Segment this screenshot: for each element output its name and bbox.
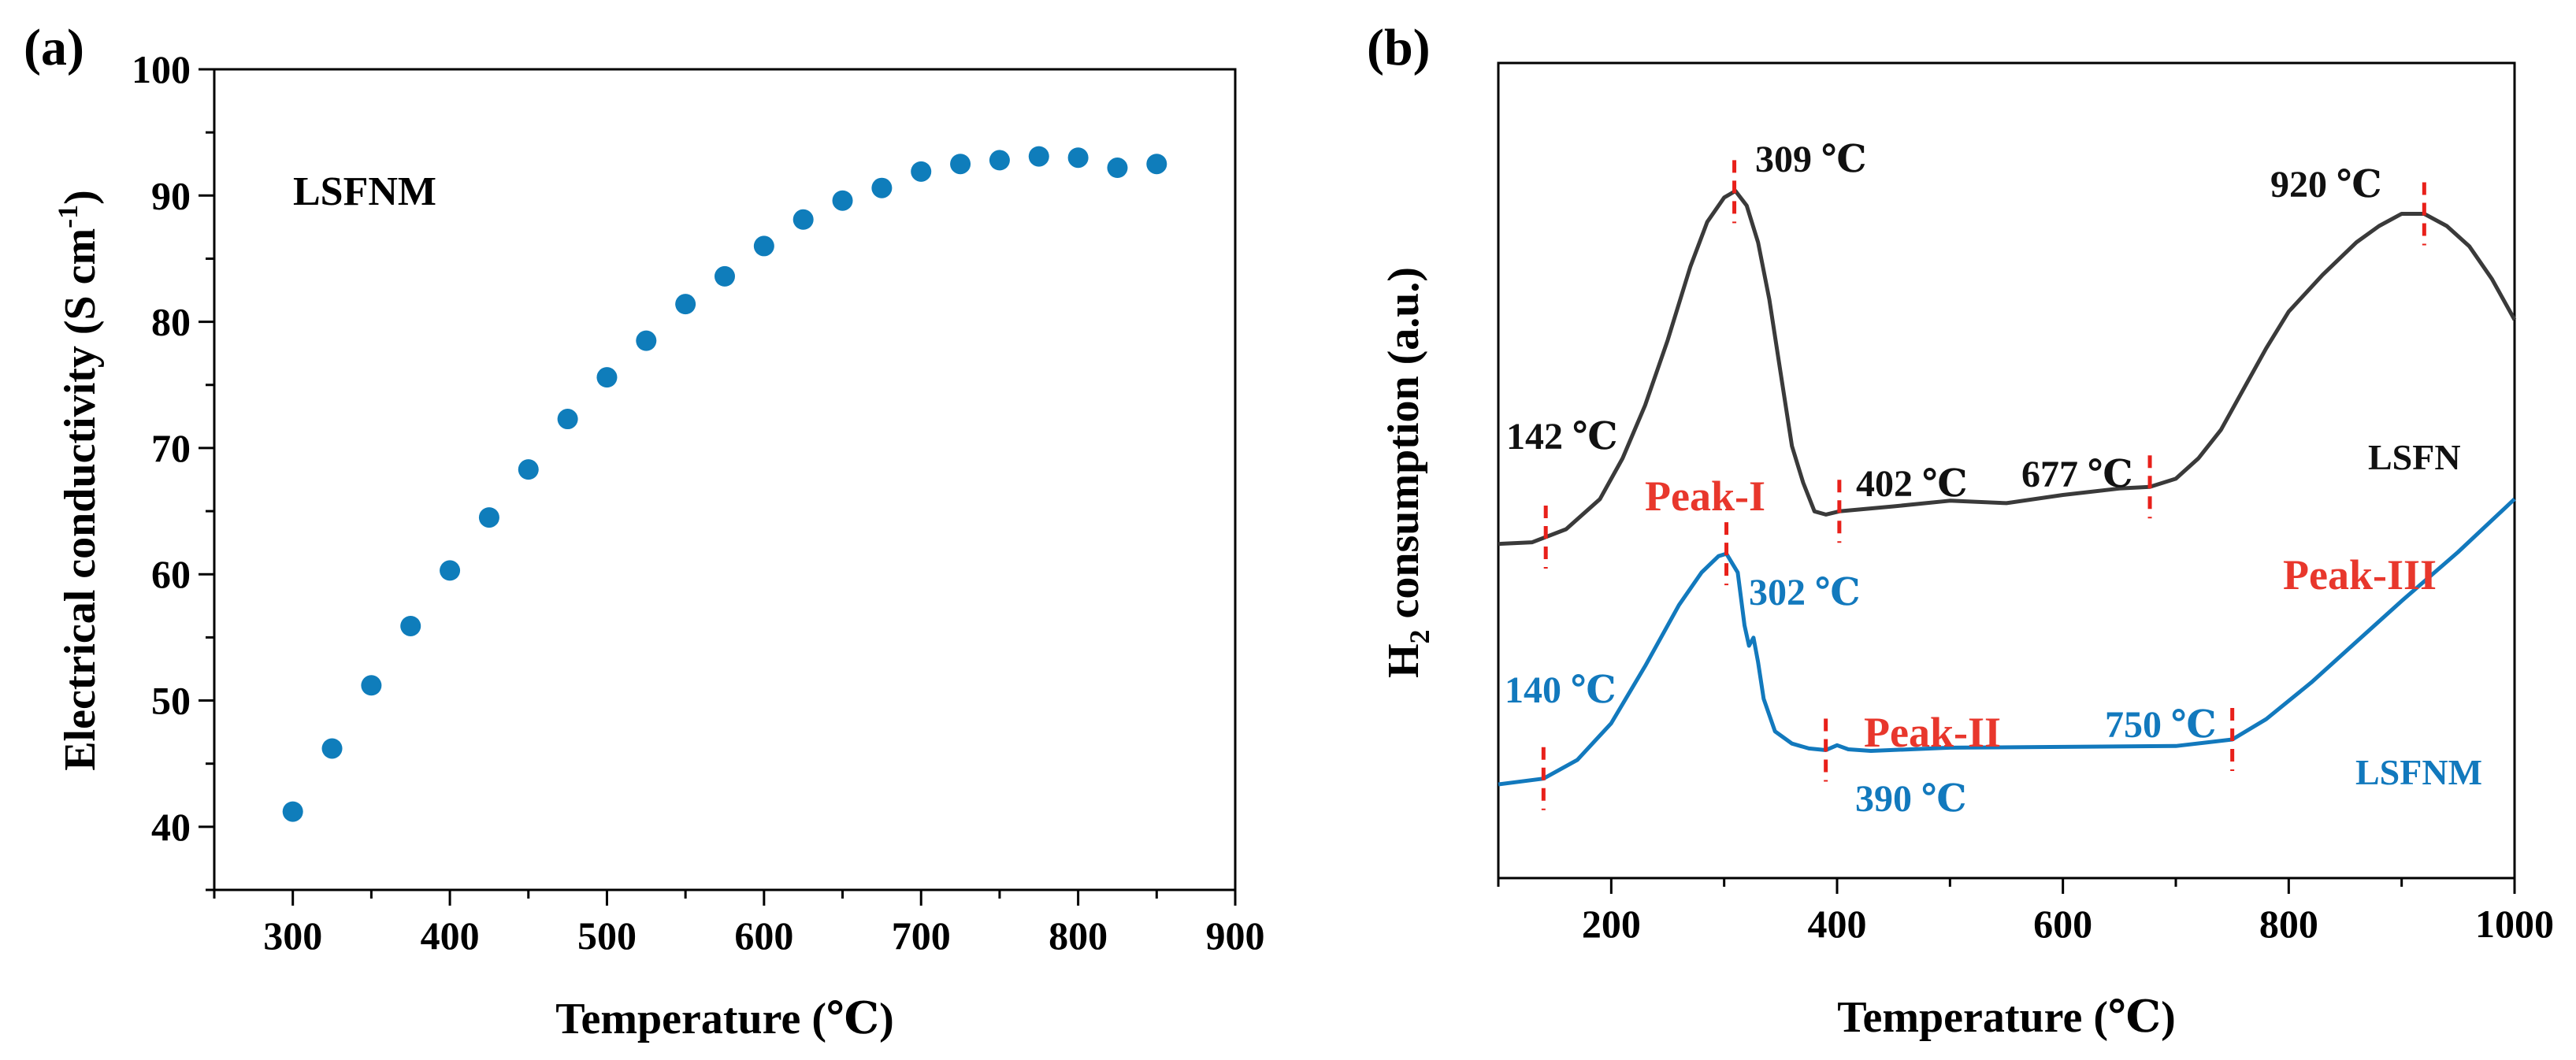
a-data-point [518, 459, 539, 480]
b-x-tick-label: 200 [1582, 902, 1641, 946]
lsfnm-curve [1498, 497, 2516, 787]
panel-a-y-axis-title-sup: -1 [52, 205, 84, 228]
panel-a-data-points [282, 146, 1167, 822]
a-y-tick-label: 100 [132, 47, 191, 91]
panel-a-y-ticks: 40 50 60 70 80 90 100 [132, 47, 214, 891]
a-data-point [753, 235, 774, 257]
panel-b-y-axis-title: H2 consumption (a.u.) [1379, 267, 1435, 678]
panel-b-x-axis-title: Temperature (℃) [1837, 993, 2175, 1042]
a-x-tick-label: 600 [734, 914, 793, 958]
panel-a-x-ticks: 300 400 500 600 700 800 900 [213, 890, 1265, 958]
a-y-tick-label: 40 [151, 805, 191, 849]
panel-a-sample-label: LSFNM [293, 169, 436, 214]
a-data-point [1107, 158, 1128, 179]
b-x-tick-label: 600 [2033, 902, 2092, 946]
a-data-point [361, 675, 382, 696]
panel-a-plot-frame [213, 68, 1237, 891]
lsfn-peak1-label: 309 ℃ [1755, 139, 1867, 180]
lsfnm-onset-label: 140 ℃ [1505, 669, 1616, 711]
a-data-point [675, 294, 696, 315]
a-y-tick-label: 60 [151, 552, 191, 596]
panel-a-y-axis-title-end: ) [56, 190, 105, 205]
a-y-tick-label: 50 [151, 679, 191, 723]
panel-b-dashed-markers [1541, 160, 2426, 810]
a-x-tick-label: 500 [577, 914, 637, 958]
b-x-tick-label: 400 [1808, 902, 1867, 946]
lsfnm-peak1-label: 302 ℃ [1749, 572, 1861, 613]
a-data-point [950, 154, 971, 175]
peak-iii-label: Peak-III [2283, 551, 2437, 599]
panel-b-plot-frame [1497, 61, 2516, 880]
lsfn-peak3-label: 920 ℃ [2270, 164, 2382, 206]
lsfnm-peak3-onset-label: 750 ℃ [2105, 704, 2217, 746]
a-x-tick-label: 700 [892, 914, 951, 958]
panel-a-x-axis-title: Temperature (℃) [555, 995, 893, 1043]
panel-b-y-axis-title-rest: consumption (a.u.) [1379, 267, 1428, 630]
a-x-tick-label: 900 [1206, 914, 1265, 958]
panel-a-y-axis-title-main: Electrical conductivity (S cm [56, 228, 105, 771]
a-data-point [478, 507, 499, 528]
panel-b-y-axis-title-sub: 2 [1404, 629, 1435, 643]
a-y-tick-label: 90 [151, 173, 191, 217]
panel-b-y-axis-title-h: H [1379, 643, 1428, 678]
lsfn-peak1-end-label: 402 ℃ [1856, 463, 1968, 505]
a-data-point [440, 560, 461, 581]
a-data-point [596, 367, 618, 388]
lsfnm-peak2-label: 390 ℃ [1855, 778, 1967, 820]
peak-ii-label: Peak-II [1864, 709, 2001, 756]
lsfn-series-label: LSFN [2368, 437, 2461, 477]
a-x-tick-label: 300 [263, 914, 322, 958]
b-x-tick-label: 800 [2259, 902, 2318, 946]
lsfn-peak3-onset-label: 677 ℃ [2021, 454, 2133, 495]
a-data-point [715, 265, 735, 287]
a-data-point [321, 738, 343, 759]
a-data-point [282, 801, 303, 822]
panel-a-label: (a) [24, 19, 84, 76]
a-data-point [400, 615, 421, 636]
a-data-point [557, 409, 578, 430]
a-data-point [871, 177, 893, 198]
a-x-tick-label: 800 [1049, 914, 1108, 958]
lsfnm-series-label: LSFNM [2355, 752, 2482, 792]
a-x-tick-label: 400 [421, 914, 480, 958]
peak-i-label: Peak-I [1645, 473, 1765, 520]
panel-b-x-ticks: 200 400 600 800 1000 [1497, 878, 2554, 946]
lsfn-onset-label: 142 ℃ [1506, 416, 1618, 458]
panel-b-h2-tpr-chart: (b) 200 400 600 800 1000 142 ℃ 309 ℃ 402 ℃ 6… [1367, 19, 2554, 1042]
panel-b-label: (b) [1367, 19, 1431, 76]
a-data-point [1146, 154, 1167, 175]
lsfn-curve [1498, 189, 2517, 547]
a-data-point [636, 330, 657, 351]
a-data-point [792, 209, 814, 230]
a-data-point [1067, 147, 1089, 169]
panel-a-y-axis-title: Electrical conductivity (S cm-1) [52, 190, 105, 771]
a-data-point [832, 190, 853, 211]
a-data-point [1028, 146, 1049, 167]
b-x-tick-label: 1000 [2475, 902, 2554, 946]
panel-a-conductivity-chart: (a) 300 400 500 600 700 800 900 40 50 60 70 80 90 10… [24, 19, 1265, 1043]
panel-b-series-lines [1498, 189, 2517, 787]
a-data-point [911, 161, 932, 182]
a-data-point [989, 150, 1010, 171]
a-y-tick-label: 80 [151, 300, 191, 344]
a-y-tick-label: 70 [151, 426, 191, 470]
